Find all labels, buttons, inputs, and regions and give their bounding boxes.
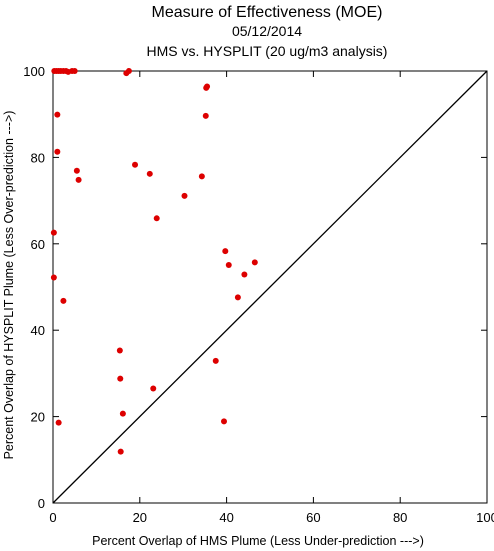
x-tick-label: 80 xyxy=(393,510,407,525)
y-tick-label: 40 xyxy=(31,323,45,338)
data-point xyxy=(71,68,78,74)
chart-subtitle-comparison: HMS vs. HYSPLIT (20 ug/m3 analysis) xyxy=(147,43,388,59)
data-point xyxy=(241,271,248,278)
data-point xyxy=(153,215,160,222)
plot-area xyxy=(52,70,488,504)
y-tick-label: 60 xyxy=(31,237,45,252)
data-point xyxy=(146,170,153,177)
data-point xyxy=(60,297,67,304)
data-point xyxy=(203,84,210,91)
data-point xyxy=(212,357,219,364)
x-tick-label: 40 xyxy=(219,510,233,525)
x-axis-ticks: 0 20 40 60 80 100 xyxy=(49,71,494,525)
data-point xyxy=(222,248,229,255)
y-tick-label: 80 xyxy=(31,150,45,165)
data-point xyxy=(75,176,82,183)
data-point xyxy=(117,375,124,382)
data-point xyxy=(150,385,157,392)
data-point xyxy=(54,148,61,155)
y-axis-ticks: 0 20 40 60 80 100 xyxy=(23,64,487,511)
data-point xyxy=(202,112,209,119)
x-axis-label: Percent Overlap of HMS Plume (Less Under… xyxy=(92,534,424,548)
y-axis-label: Percent Overlap of HYSPLIT Plume (Less O… xyxy=(2,111,16,460)
x-tick-label: 100 xyxy=(476,510,494,525)
x-tick-label: 20 xyxy=(133,510,147,525)
x-tick-label: 0 xyxy=(49,510,56,525)
data-point xyxy=(116,347,123,354)
data-point xyxy=(181,192,188,199)
data-point xyxy=(198,173,205,180)
data-point xyxy=(50,229,57,236)
data-point xyxy=(132,161,139,168)
data-point xyxy=(125,68,132,74)
data-point xyxy=(234,294,241,301)
data-point xyxy=(220,418,227,425)
data-point xyxy=(55,419,62,426)
x-tick-label: 60 xyxy=(306,510,320,525)
data-point xyxy=(73,167,80,174)
data-point xyxy=(54,111,61,118)
data-point xyxy=(251,259,258,266)
data-point xyxy=(225,261,232,268)
y-tick-label: 0 xyxy=(38,496,45,511)
chart-subtitle-date: 05/12/2014 xyxy=(232,23,302,39)
plot-frame xyxy=(52,70,488,504)
data-points xyxy=(50,68,258,455)
chart-title: Measure of Effectiveness (MOE) xyxy=(152,4,383,21)
data-point xyxy=(117,448,124,455)
y-tick-label: 20 xyxy=(31,410,45,425)
data-point xyxy=(119,410,126,417)
y-tick-label: 100 xyxy=(23,64,45,79)
reference-diagonal-line xyxy=(52,70,488,504)
data-point xyxy=(50,274,57,281)
